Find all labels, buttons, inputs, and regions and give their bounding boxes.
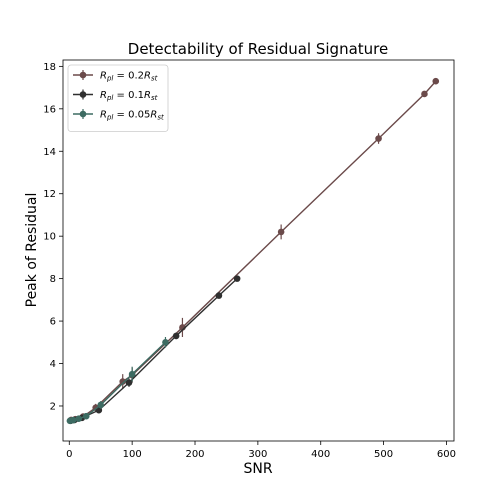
y-axis: 2 4 6 8 10 12 14 16 18: [43, 62, 63, 412]
x-axis-label: SNR: [243, 461, 272, 477]
x-tick-label: 500: [374, 449, 393, 460]
data-point: [128, 370, 136, 378]
x-tick-label: 300: [248, 449, 267, 460]
x-tick-label: 600: [437, 449, 456, 460]
data-point: [277, 228, 285, 236]
y-tick-label: 6: [50, 317, 56, 328]
series-3: [66, 336, 169, 425]
y-tick-label: 16: [43, 104, 56, 115]
legend-marker: [79, 110, 87, 118]
data-point: [233, 275, 241, 282]
y-tick-label: 12: [43, 189, 56, 200]
legend-label-part: R: [100, 110, 107, 121]
data-point: [172, 332, 180, 340]
x-tick-label: 100: [123, 449, 142, 460]
y-tick-label: 10: [43, 232, 56, 243]
x-tick-label: 400: [311, 449, 330, 460]
legend-label-part: R: [100, 90, 107, 101]
legend-label-part: R: [100, 71, 107, 82]
data-point: [119, 378, 127, 385]
data-point: [82, 412, 90, 420]
legend-label-part: st: [151, 94, 158, 102]
legend-label-part: R: [150, 110, 157, 121]
plot-area: [66, 77, 440, 425]
chart-title: Detectability of Residual Signature: [128, 40, 388, 58]
legend-box: [67, 64, 169, 132]
y-tick-label: 4: [50, 359, 56, 370]
legend-marker: [79, 91, 87, 98]
legend-label-part: R: [144, 71, 151, 82]
data-point: [75, 415, 83, 423]
x-axis: 0 100 200 300 400 500 600: [66, 441, 456, 460]
y-tick-label: 18: [43, 62, 56, 73]
data-point: [125, 379, 133, 386]
data-point: [432, 77, 440, 85]
x-tick-label: 0: [66, 449, 72, 460]
legend-label-part: pl: [106, 75, 113, 83]
legend-label: Rpl = 0.05Rst: [100, 110, 164, 122]
legend-label-part: pl: [106, 114, 113, 122]
y-tick-label: 2: [50, 401, 56, 412]
x-tick-label: 200: [185, 449, 204, 460]
legend-label-part: st: [157, 114, 164, 122]
y-tick-label: 8: [50, 274, 56, 285]
legend-entry: Rpl = 0.1Rst: [73, 89, 158, 102]
legend-marker: [79, 71, 87, 79]
y-tick-label: 14: [43, 147, 56, 158]
data-point: [162, 339, 169, 346]
data-point: [215, 292, 223, 299]
legend-label-part: = 0.1: [113, 90, 144, 101]
data-point: [375, 135, 382, 142]
legend-label-part: = 0.05: [113, 110, 150, 121]
legend-label-part: st: [151, 75, 158, 83]
legend-entry: Rpl = 0.2Rst: [73, 70, 158, 83]
data-point: [69, 416, 77, 424]
legend-label: Rpl = 0.2Rst: [100, 71, 158, 83]
legend-label-part: R: [144, 90, 151, 101]
data-point: [421, 90, 428, 98]
y-axis-label: Peak of Residual: [24, 193, 40, 308]
legend-label: Rpl = 0.1Rst: [100, 90, 158, 102]
legend-entry: Rpl = 0.05Rst: [73, 109, 164, 122]
legend-label-part: pl: [106, 94, 113, 102]
plot-frame: [62, 59, 455, 442]
data-point: [97, 401, 105, 409]
legend-label-part: = 0.2: [113, 71, 144, 82]
